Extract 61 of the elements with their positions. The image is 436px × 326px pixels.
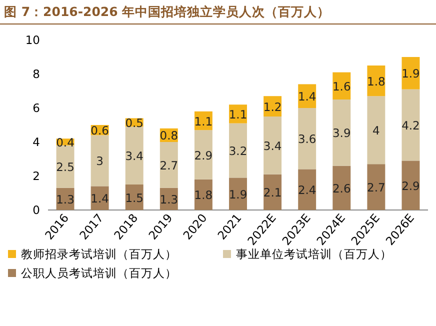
y-tick-label: 4 xyxy=(32,135,40,149)
bar xyxy=(264,116,282,174)
y-tick-label: 8 xyxy=(32,67,40,81)
data-label: 1.2 xyxy=(263,100,282,114)
bar xyxy=(298,84,316,108)
bar xyxy=(160,142,178,188)
data-label: 1.4 xyxy=(298,90,316,104)
bar xyxy=(402,89,420,161)
data-label: 1.3 xyxy=(56,192,74,206)
y-tick-label: 10 xyxy=(25,33,40,47)
bar xyxy=(194,130,212,180)
data-label: 2.7 xyxy=(367,180,386,195)
y-tick-label: 6 xyxy=(32,101,40,115)
bar xyxy=(402,160,420,210)
bar xyxy=(90,135,109,186)
bar xyxy=(298,108,316,170)
bar xyxy=(402,57,420,90)
bar xyxy=(229,178,247,210)
data-label: 4.2 xyxy=(402,118,420,132)
data-label: 2.7 xyxy=(160,158,178,172)
data-label: 3.4 xyxy=(125,149,144,164)
data-label: 3.9 xyxy=(332,126,351,140)
bar xyxy=(264,174,282,210)
data-label: 1.6 xyxy=(332,79,351,94)
data-label: 3.2 xyxy=(228,144,248,158)
chart-title: 图 7：2016-2026 年中国招培独立学员人次（百万人） xyxy=(4,4,330,19)
bar xyxy=(229,123,247,178)
bar xyxy=(332,166,351,210)
data-label: 2.5 xyxy=(56,160,74,174)
data-label: 3.6 xyxy=(298,132,316,146)
bar xyxy=(125,126,144,184)
data-label: 2.1 xyxy=(263,186,282,200)
y-tick-label: 0 xyxy=(32,203,40,217)
data-label: 1.9 xyxy=(228,187,248,202)
data-label: 2.6 xyxy=(332,181,351,196)
data-label: 0.6 xyxy=(90,124,109,138)
data-label: 0.5 xyxy=(125,116,144,130)
data-label: 2.9 xyxy=(194,148,213,162)
data-label: 1.1 xyxy=(194,114,213,128)
y-tick-label: 2 xyxy=(32,169,40,183)
data-label: 1.1 xyxy=(228,107,248,122)
data-label: 1.3 xyxy=(160,192,178,206)
bar xyxy=(56,145,74,188)
data-label: 1.5 xyxy=(125,190,144,205)
data-label: 1.4 xyxy=(90,192,109,206)
legend-label: 公职人员考试培训（百万人） xyxy=(21,266,177,280)
data-label: 4 xyxy=(372,124,380,138)
data-label: 1.8 xyxy=(194,188,213,202)
data-label: 2.4 xyxy=(298,183,316,198)
bar xyxy=(367,164,386,210)
bar xyxy=(298,169,316,210)
data-label: 2.9 xyxy=(402,178,420,193)
bar xyxy=(332,100,351,166)
data-label: 3.4 xyxy=(263,138,282,153)
data-label: 1.9 xyxy=(402,66,420,81)
data-label: 3 xyxy=(96,154,104,168)
legend-label: 教师招录考试培训（百万人） xyxy=(21,247,177,261)
data-label: 1.8 xyxy=(367,74,386,88)
bar xyxy=(367,96,386,164)
data-label: 0.8 xyxy=(160,128,178,143)
legend-label: 事业单位考试培训（百万人） xyxy=(236,247,392,261)
